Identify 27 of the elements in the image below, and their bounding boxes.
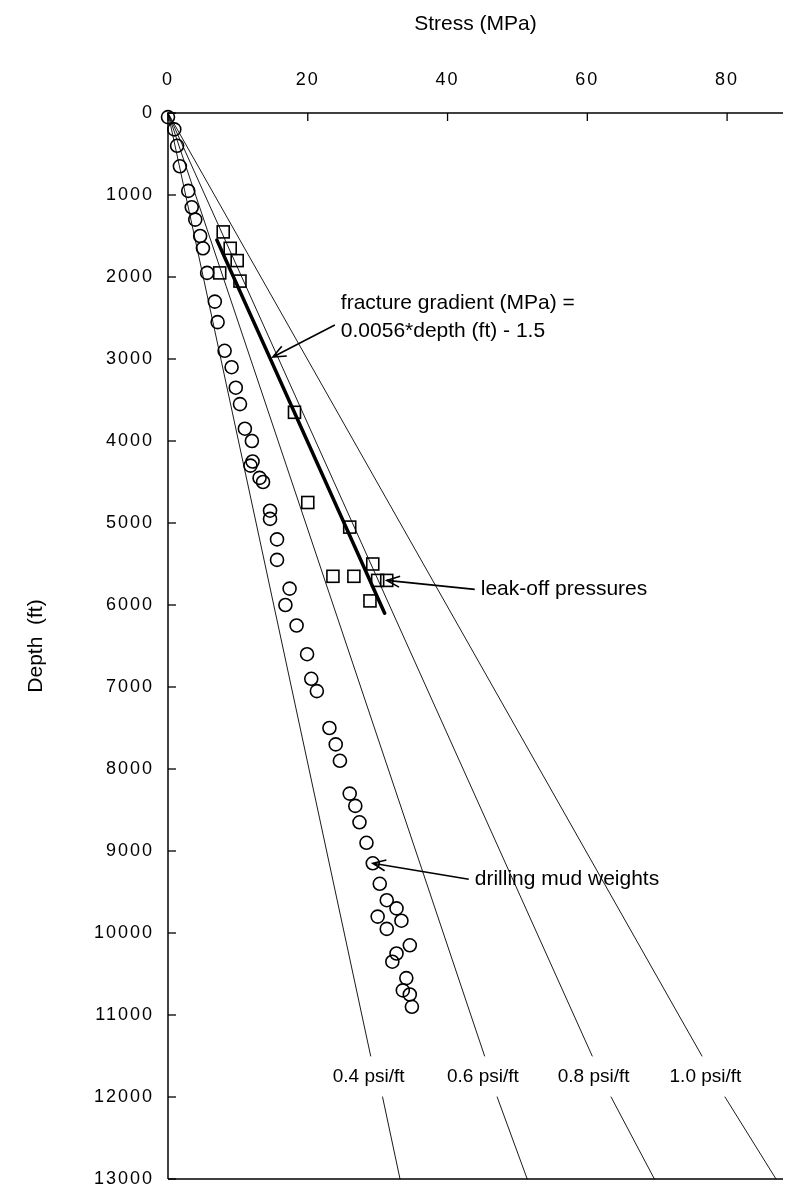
y-tick-label: 0 bbox=[141, 101, 154, 122]
x-tick-label: 40 bbox=[435, 69, 460, 89]
y-tick-label: 13000 bbox=[93, 1167, 154, 1188]
x-tick-label: 80 bbox=[715, 69, 740, 89]
y-tick-label: 10000 bbox=[93, 921, 154, 942]
series-label: 0.4 psi/ft bbox=[332, 1064, 406, 1086]
x-tick-label: 60 bbox=[575, 69, 600, 89]
x-tick-label: 0 bbox=[161, 69, 175, 89]
y-tick-label: 11000 bbox=[95, 1003, 154, 1024]
y-tick-label: 5000 bbox=[105, 511, 154, 532]
annotation: fracture gradient (MPa) = 0.0056*depth (ft) - 1.5 bbox=[340, 289, 575, 341]
x-tick-label: 20 bbox=[295, 69, 320, 89]
series-label: 0.8 psi/ft bbox=[557, 1064, 631, 1086]
y-tick-label: 7000 bbox=[105, 675, 154, 696]
y-tick-label: 8000 bbox=[105, 757, 154, 778]
series-label: 0.6 psi/ft bbox=[446, 1064, 520, 1086]
y-tick-label: 2000 bbox=[105, 265, 154, 286]
annotation: leak-off pressures bbox=[480, 575, 648, 599]
y-tick-label: 1000 bbox=[105, 183, 154, 204]
y-tick-label: 6000 bbox=[105, 593, 154, 614]
y-tick-label: 12000 bbox=[93, 1085, 154, 1106]
y-tick-label: 4000 bbox=[105, 429, 154, 450]
series-label: 1.0 psi/ft bbox=[669, 1064, 743, 1086]
y-tick-label: 3000 bbox=[105, 347, 154, 368]
y-tick-label: 9000 bbox=[105, 839, 154, 860]
x-axis-title: Stress (MPa) bbox=[414, 11, 537, 34]
y-axis-title: Depth (ft) bbox=[22, 599, 46, 693]
